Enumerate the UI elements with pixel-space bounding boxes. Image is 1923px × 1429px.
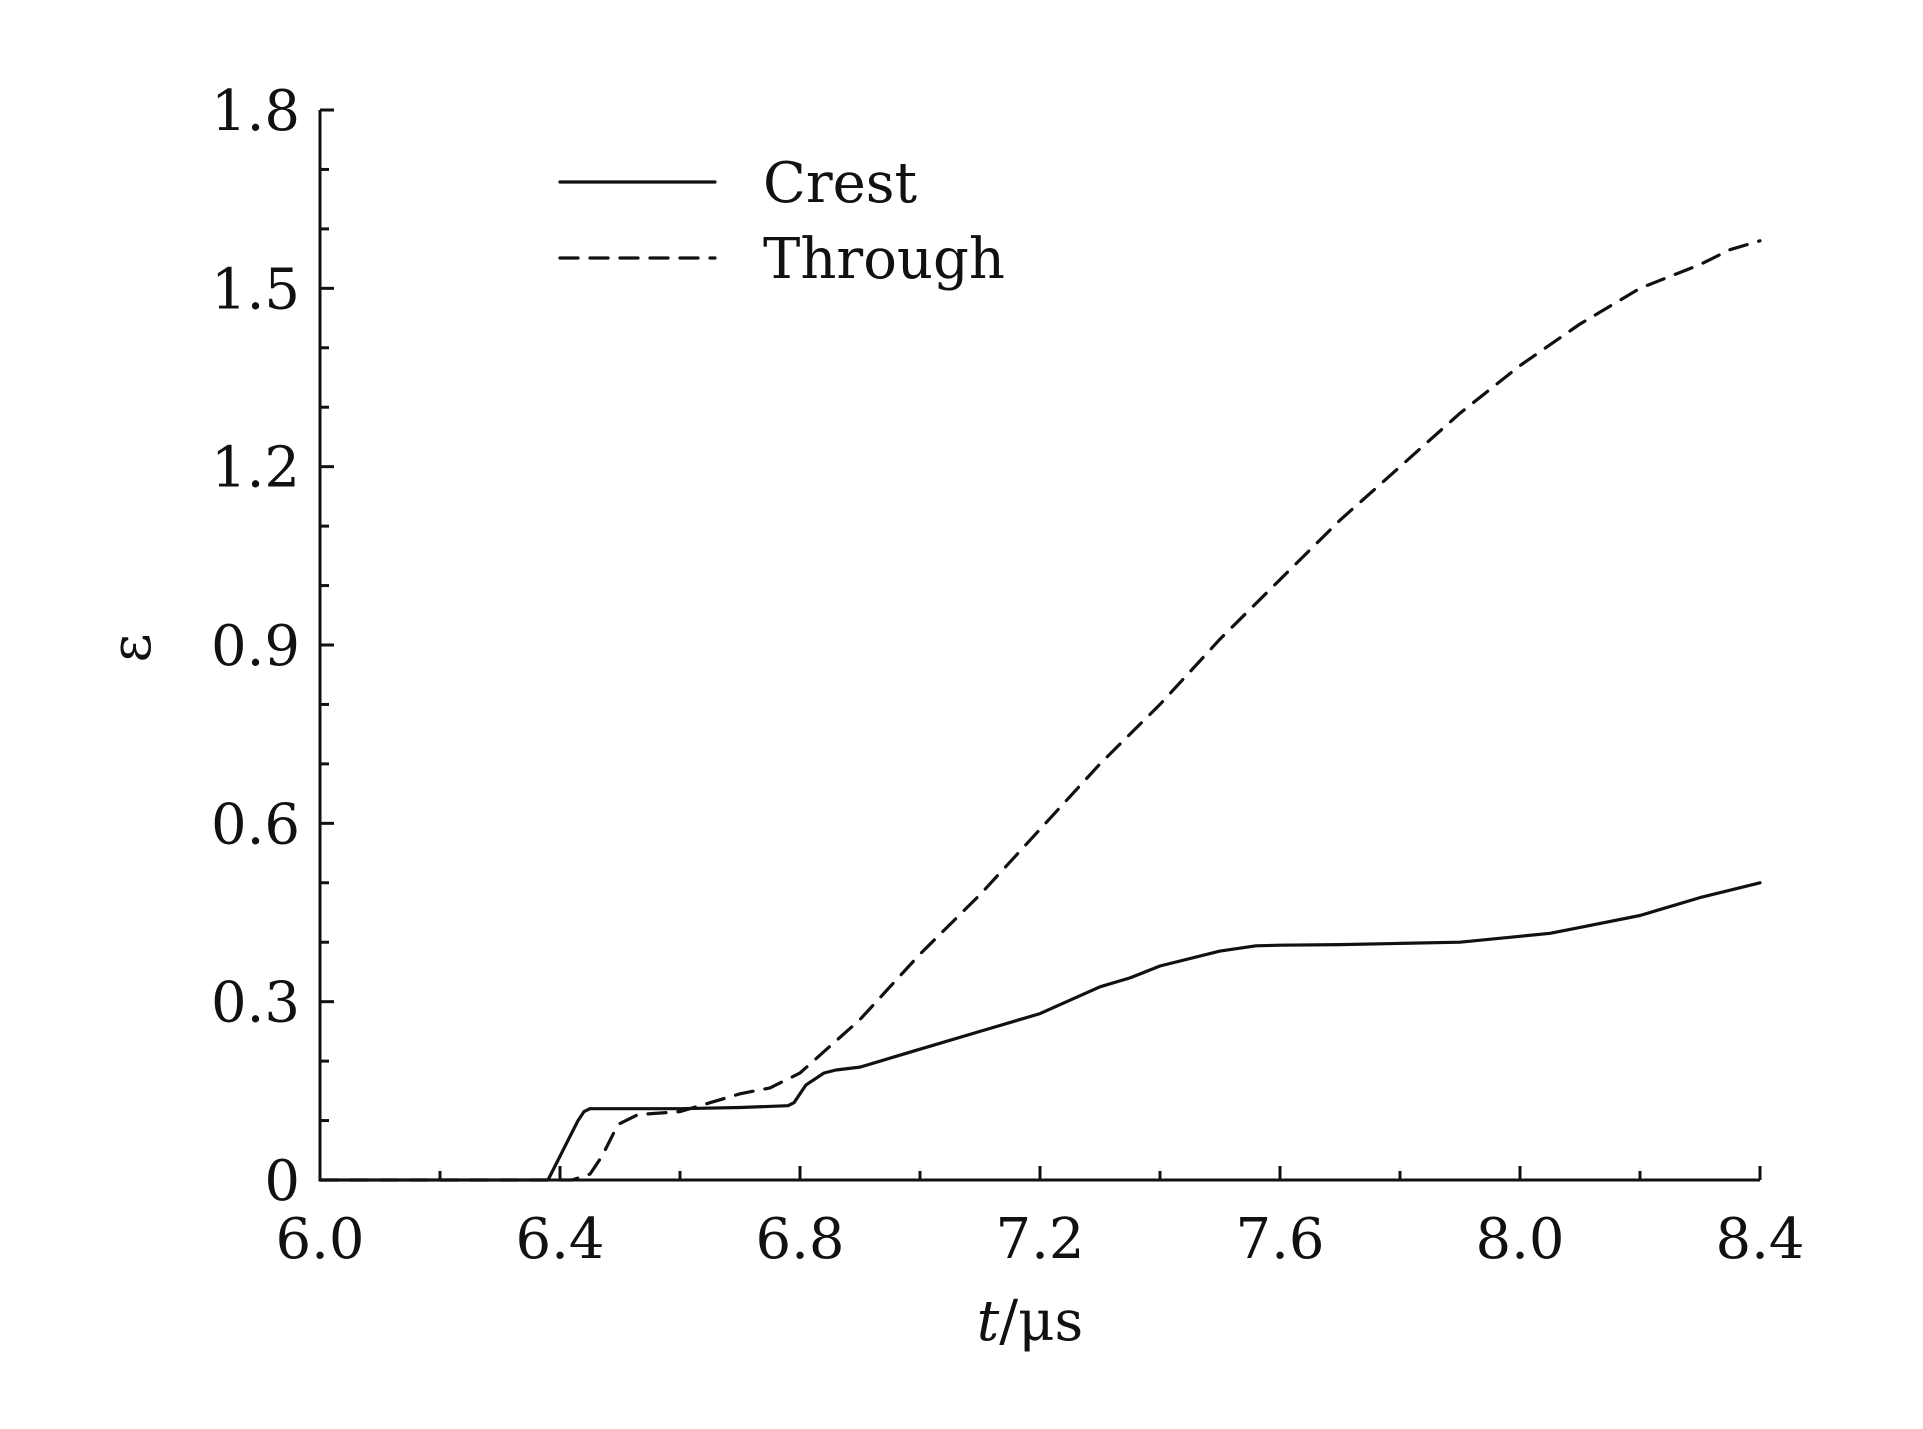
- series-layer: [318, 239, 1762, 1182]
- x-tick-label: 6.4: [515, 1207, 604, 1272]
- series-line-crest: [318, 881, 1762, 1182]
- y-tick-label: 0: [264, 1149, 300, 1214]
- legend: Crest Through: [558, 151, 1005, 292]
- y-tick-label: 1.2: [211, 436, 300, 501]
- ticks: [318, 108, 1762, 1182]
- legend-crest-label: Crest: [763, 151, 917, 216]
- legend-through-label: Through: [763, 227, 1005, 292]
- y-tick-label: 1.5: [211, 257, 300, 322]
- y-axis-label: ε: [99, 633, 164, 662]
- x-tick-label: 6.0: [275, 1207, 364, 1272]
- x-axis-label-var: t: [977, 1289, 1000, 1354]
- series-line-through: [318, 239, 1762, 1182]
- x-tick-label: 8.4: [1715, 1207, 1804, 1272]
- y-tick-label: 0.9: [211, 614, 300, 679]
- x-tick-label: 8.0: [1475, 1207, 1564, 1272]
- tick-labels: 6.0 6.4 6.8 7.2 7.6 8.0 8.4 0 0.3 0.6 0.9 1.2 1.5 1.8: [211, 79, 1805, 1272]
- x-axis-label-unit: /μs: [999, 1289, 1083, 1354]
- axes: [318, 110, 1760, 1182]
- x-axis-label: t/μs: [977, 1289, 1084, 1354]
- x-tick-label: 7.6: [1235, 1207, 1324, 1272]
- y-tick-label: 0.3: [211, 971, 300, 1036]
- y-tick-label: 1.8: [211, 79, 300, 144]
- x-tick-label: 7.2: [995, 1207, 1084, 1272]
- x-tick-label: 6.8: [755, 1207, 844, 1272]
- y-tick-label: 0.6: [211, 792, 300, 857]
